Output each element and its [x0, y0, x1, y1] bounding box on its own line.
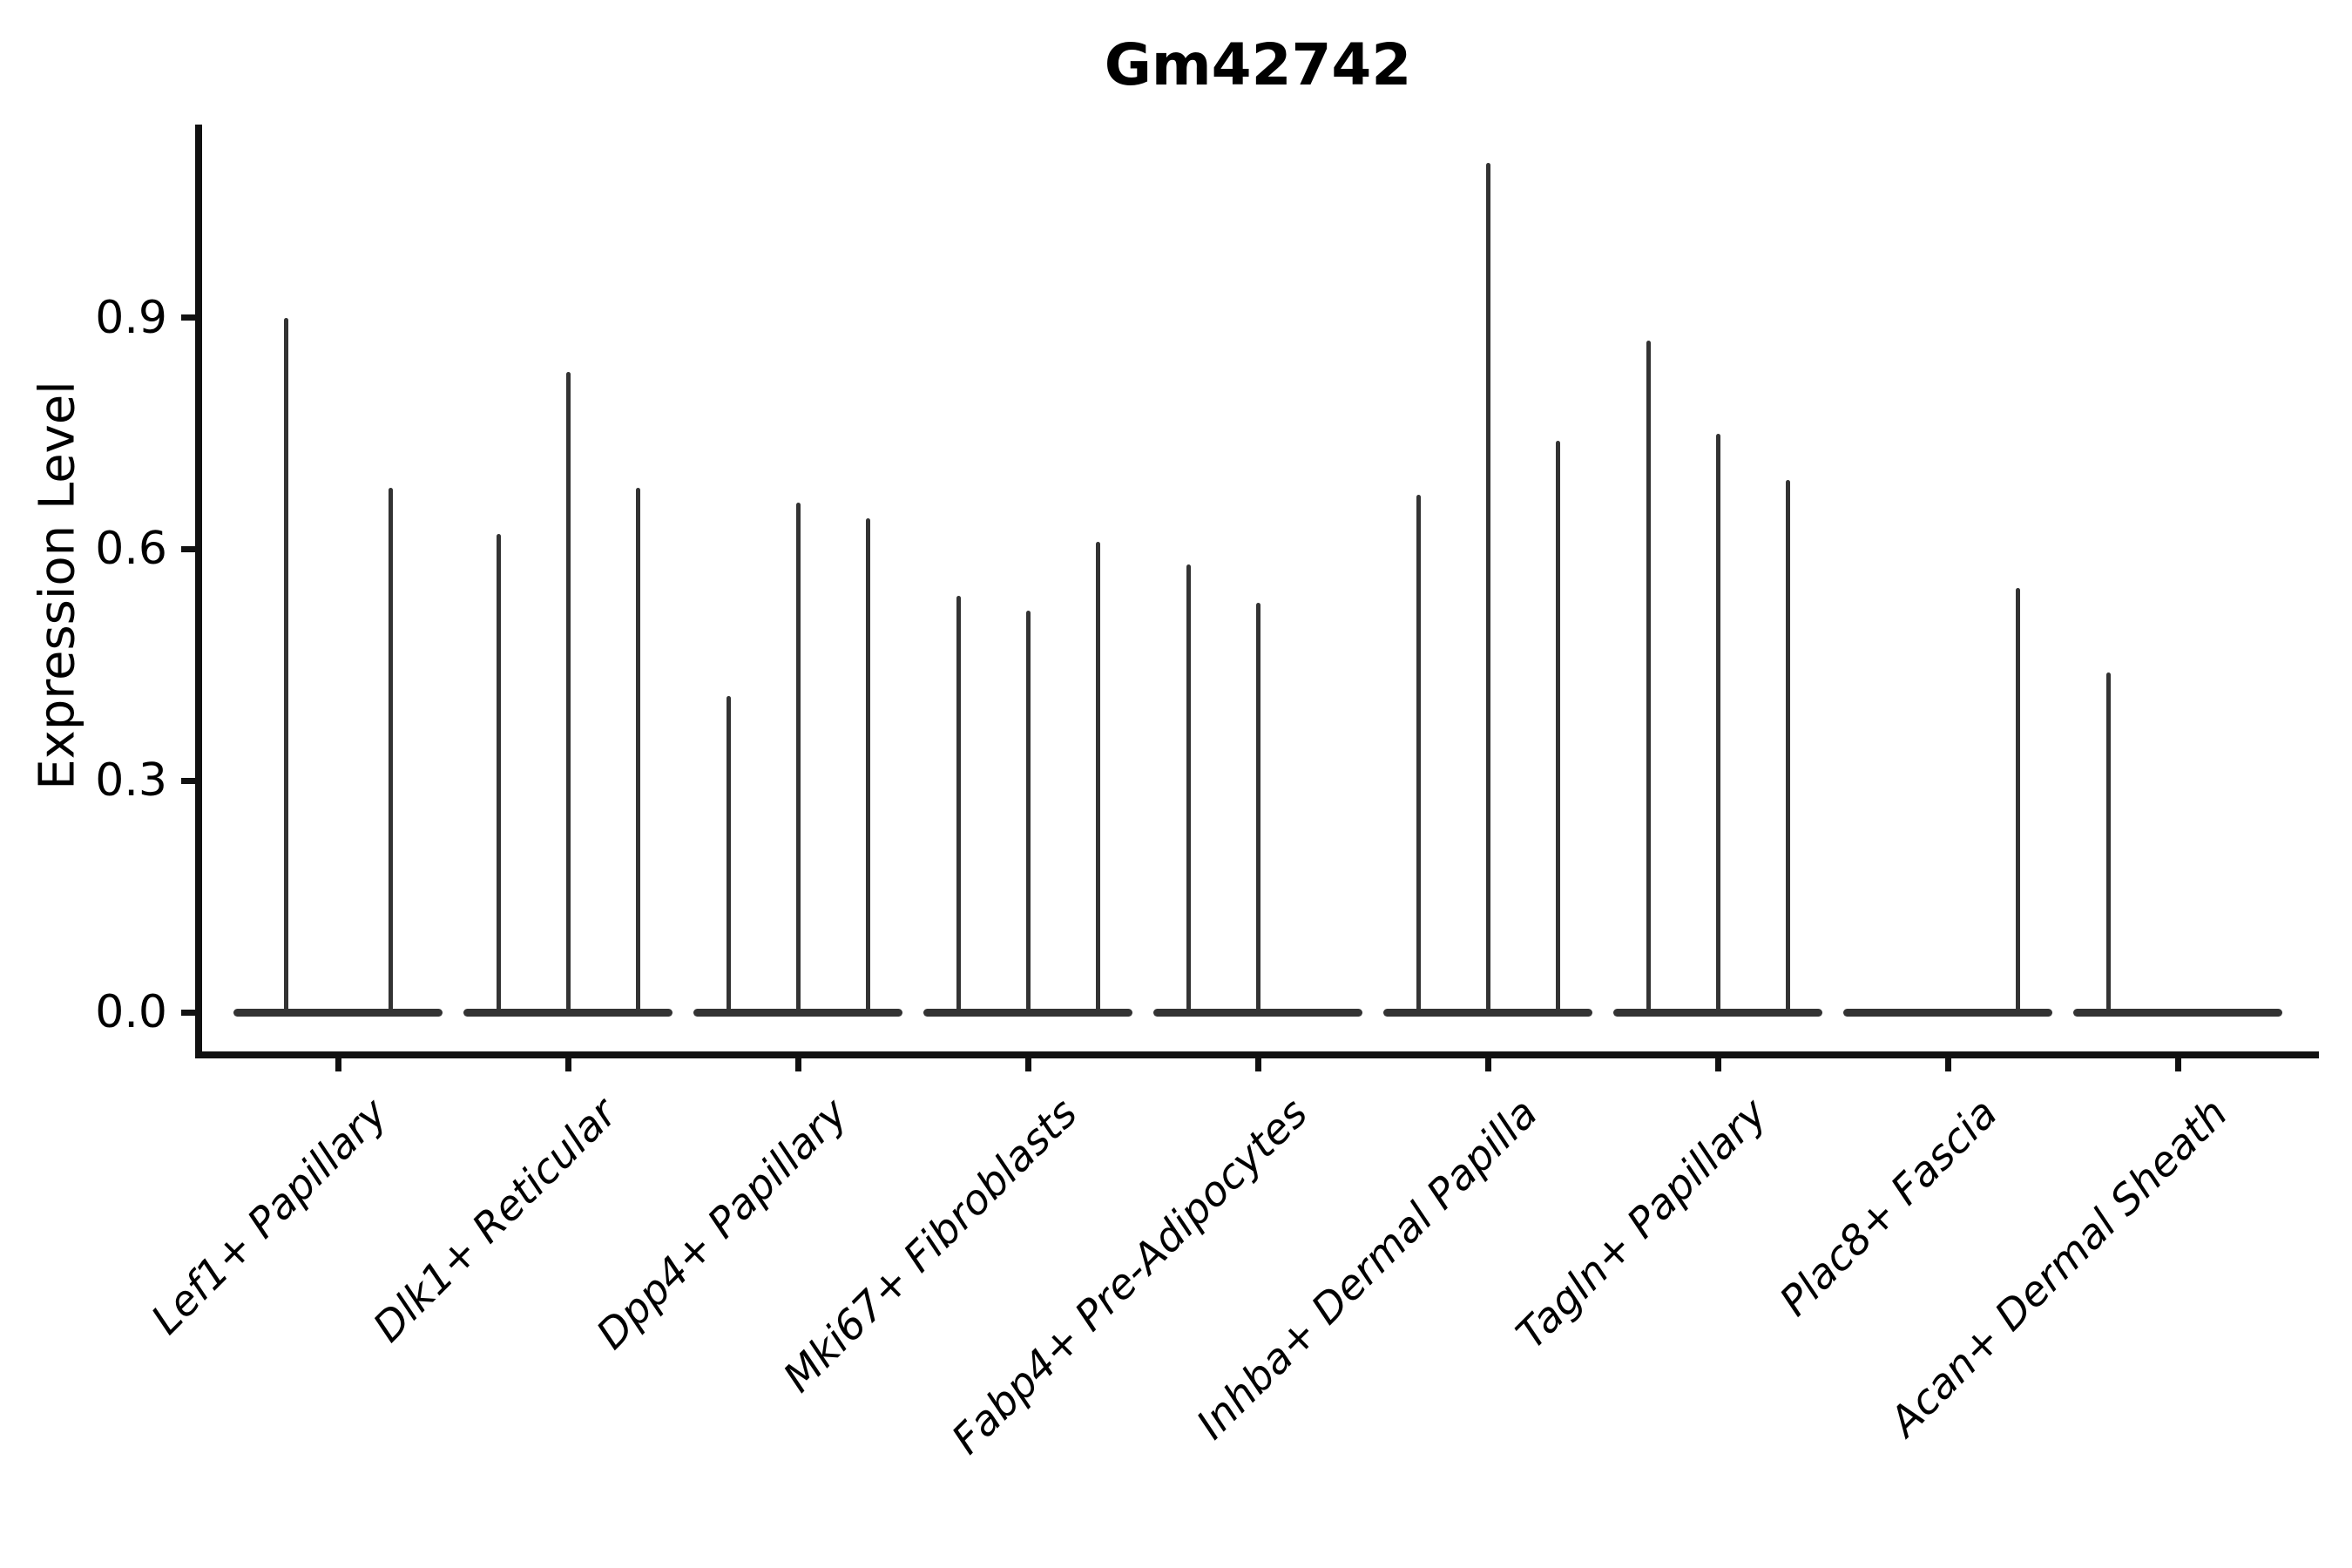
violin-spike	[283, 317, 288, 1012]
y-tick-mark	[181, 1009, 195, 1016]
violin-base	[2073, 1008, 2282, 1017]
x-tick-mark	[2174, 1058, 2181, 1071]
x-tick-mark	[1944, 1058, 1951, 1071]
violin-spike	[1416, 495, 1421, 1012]
violin-spike	[1715, 433, 1720, 1012]
violin-base	[1613, 1008, 1822, 1017]
violin-base	[693, 1008, 902, 1017]
violin-spike	[865, 517, 870, 1012]
violin-base	[1843, 1008, 2052, 1017]
y-axis-label: Expression Level	[29, 381, 86, 790]
x-tick-mark	[1484, 1058, 1491, 1071]
violin-base	[233, 1008, 443, 1017]
violin-spike	[1555, 441, 1560, 1012]
x-tick-label: Plac8+ Fascia	[1770, 1089, 2007, 1326]
chart-title: Gm42742	[1104, 31, 1412, 98]
violin-spike	[635, 487, 640, 1012]
violin-spike	[1186, 564, 1191, 1012]
y-tick-label: 0.6	[95, 523, 167, 576]
x-tick-label: Dpp4+ Papillary	[587, 1089, 857, 1359]
violin-spike	[1255, 603, 1260, 1012]
y-tick-label: 0.3	[95, 754, 167, 808]
x-tick-mark	[1024, 1058, 1031, 1071]
violin-base	[923, 1008, 1132, 1017]
violin-spike	[565, 371, 571, 1012]
violin-spike	[1785, 479, 1790, 1012]
x-tick-mark	[564, 1058, 571, 1071]
violin-spike	[1485, 163, 1490, 1012]
violin-spike	[496, 533, 501, 1012]
violin-spike	[388, 487, 393, 1012]
violin-base	[1383, 1008, 1592, 1017]
violin-spike	[726, 695, 731, 1012]
y-axis-line	[195, 125, 202, 1058]
x-tick-mark	[1714, 1058, 1721, 1071]
x-tick-mark	[1254, 1058, 1261, 1071]
x-axis-line	[195, 1051, 2319, 1058]
y-tick-mark	[181, 777, 195, 784]
violin-spike	[795, 503, 801, 1012]
x-tick-label: Tagln+ Papillary	[1507, 1089, 1777, 1359]
x-tick-label: Dlk1+ Reticular	[364, 1089, 627, 1352]
y-tick-mark	[181, 545, 195, 552]
y-tick-mark	[181, 314, 195, 321]
y-tick-label: 0.9	[95, 291, 167, 344]
x-tick-mark	[335, 1058, 341, 1071]
violin-spike	[1095, 541, 1100, 1012]
x-tick-label: Lef1+ Papillary	[142, 1089, 397, 1344]
y-tick-label: 0.0	[95, 986, 167, 1038]
violin-spike	[956, 595, 961, 1012]
violin-spike	[2015, 587, 2020, 1012]
violin-base	[463, 1008, 672, 1017]
violin-base	[1153, 1008, 1362, 1017]
x-tick-mark	[794, 1058, 801, 1071]
violin-spike	[1025, 611, 1031, 1012]
violin-spike	[1646, 341, 1651, 1012]
violin-spike	[2105, 672, 2111, 1012]
